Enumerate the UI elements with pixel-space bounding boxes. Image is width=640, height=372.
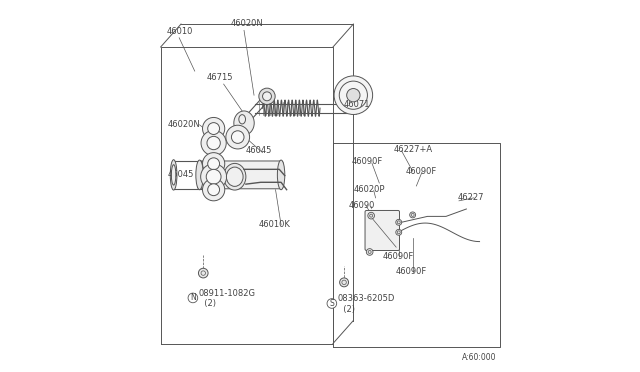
Text: 46045: 46045 [246, 146, 272, 155]
Circle shape [198, 268, 208, 278]
Circle shape [396, 230, 402, 235]
Circle shape [396, 219, 402, 225]
Text: 46090F: 46090F [405, 167, 436, 176]
Circle shape [262, 92, 271, 101]
Circle shape [201, 131, 226, 155]
Text: 46045: 46045 [168, 170, 195, 179]
Text: 46090F: 46090F [383, 252, 414, 261]
Text: 46090F: 46090F [351, 157, 383, 166]
Circle shape [208, 158, 220, 170]
FancyBboxPatch shape [365, 211, 399, 250]
Ellipse shape [277, 160, 285, 190]
Circle shape [208, 184, 220, 196]
Circle shape [366, 248, 373, 255]
Text: 46020P: 46020P [354, 185, 385, 194]
Text: N: N [190, 294, 196, 302]
Text: 46020N: 46020N [231, 19, 264, 29]
Circle shape [259, 88, 275, 105]
Ellipse shape [227, 167, 243, 186]
Circle shape [368, 212, 374, 219]
Text: 46090F: 46090F [396, 267, 428, 276]
Ellipse shape [234, 111, 254, 135]
Circle shape [206, 169, 221, 184]
Circle shape [188, 293, 198, 303]
Circle shape [207, 137, 220, 150]
Ellipse shape [196, 160, 204, 190]
Ellipse shape [170, 160, 177, 190]
Text: A:60:000: A:60:000 [461, 353, 496, 362]
FancyBboxPatch shape [198, 161, 283, 189]
Circle shape [201, 164, 227, 190]
Circle shape [340, 278, 349, 287]
Text: 46010K: 46010K [259, 221, 291, 230]
Circle shape [232, 131, 244, 143]
Ellipse shape [223, 163, 246, 190]
Text: 46010: 46010 [166, 27, 193, 36]
Circle shape [202, 179, 225, 201]
Text: 46227: 46227 [457, 193, 484, 202]
Circle shape [347, 89, 360, 102]
Circle shape [226, 125, 250, 149]
Text: S: S [330, 299, 334, 308]
Text: 46227+A: 46227+A [394, 145, 433, 154]
Circle shape [334, 76, 372, 115]
Text: 08911-1082G
  (2): 08911-1082G (2) [199, 289, 256, 308]
Ellipse shape [239, 115, 246, 124]
Text: 46020N: 46020N [168, 121, 201, 129]
Text: 46090: 46090 [349, 201, 375, 210]
Ellipse shape [172, 165, 176, 185]
Circle shape [202, 153, 225, 175]
Text: 46715: 46715 [207, 73, 234, 82]
Text: 46071: 46071 [344, 100, 371, 109]
Text: 08363-6205D
  (2): 08363-6205D (2) [338, 294, 395, 314]
Circle shape [208, 123, 220, 135]
Circle shape [202, 118, 225, 140]
Circle shape [410, 212, 415, 218]
Circle shape [327, 299, 337, 308]
